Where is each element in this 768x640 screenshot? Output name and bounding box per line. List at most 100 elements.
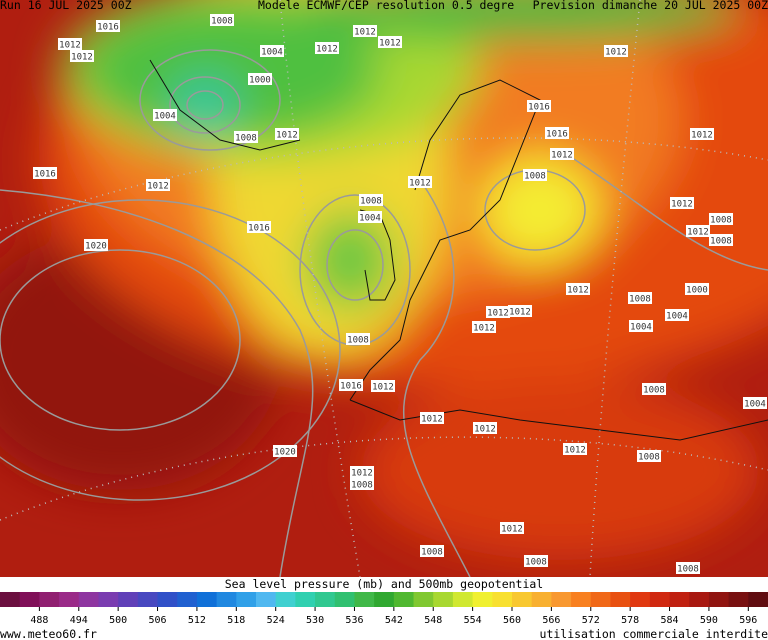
isobar-label: 1012 [604, 45, 628, 58]
isobar-label-box [153, 109, 177, 121]
isobar-label-box [743, 397, 767, 409]
isobar-label-text: 1012 [147, 182, 169, 192]
isobar-label-box [486, 306, 510, 318]
isobar-label-box [58, 38, 82, 50]
isobar-label-text: 1012 [351, 469, 373, 479]
isobar-label-box [315, 42, 339, 54]
legend-tick-label: 536 [345, 615, 363, 626]
legend-color-cell [354, 592, 375, 607]
isobar-label: 1012 [315, 42, 339, 55]
isobar-label-text: 1020 [274, 448, 296, 458]
isobar-label: 1016 [339, 379, 363, 392]
legend-color-cell [669, 592, 690, 607]
isobar-label-box [473, 422, 497, 434]
isobar-label: 1012 [670, 197, 694, 210]
site-label: www.meteo60.fr [0, 627, 97, 640]
isobar-label-box [260, 45, 284, 57]
isobar-label-box [346, 333, 370, 345]
isobar-label-text: 1008 [360, 197, 382, 207]
isobar-label: 1020 [273, 445, 297, 458]
isobar-label-text: 1012 [691, 131, 713, 141]
isobar-label-box [408, 176, 432, 188]
legend-color-cell [689, 592, 710, 607]
isobar-label-box [709, 213, 733, 225]
isobar-label-text: 1004 [154, 112, 176, 122]
isobar-label: 1004 [665, 309, 689, 322]
isobar-label-box [350, 466, 374, 478]
legend-color-cell [157, 592, 178, 607]
isobar-label-text: 1012 [501, 525, 523, 535]
isobar-label-box [273, 445, 297, 457]
legend-title: Sea level pressure (mb) and 500mb geopot… [225, 577, 544, 591]
isobar-label-box [248, 73, 272, 85]
isobar-label: 1008 [523, 169, 547, 182]
isobar-label-text: 1016 [248, 224, 270, 234]
forecast-label: Prevision dimanche 20 JUL 2025 00Z [533, 0, 768, 12]
isobar-label-text: 1012 [71, 53, 93, 63]
isobar-label: 1012 [690, 128, 714, 141]
map-background [0, 0, 768, 577]
isobar-label-text: 1012 [316, 45, 338, 55]
isobar-label: 1012 [350, 466, 374, 479]
legend-tick-label: 542 [385, 615, 403, 626]
legend-color-cell [630, 592, 651, 607]
legend-color-cell [393, 592, 415, 607]
isobar-label-box [210, 14, 234, 26]
isobar-label: 1008 [709, 213, 733, 226]
legend-tick-label: 506 [149, 615, 167, 626]
isobar-label-text: 1000 [686, 286, 708, 296]
isobar-label: 1012 [420, 412, 444, 425]
isobar-label-text: 1012 [276, 131, 298, 141]
legend-color-cell [177, 592, 198, 607]
isobar-label-text: 1012 [671, 200, 693, 210]
legend-color-cell [59, 592, 80, 607]
legend-tick-label: 494 [70, 615, 88, 626]
isobar-label: 1012 [70, 50, 94, 63]
isobar-label-text: 1008 [524, 172, 546, 182]
legend-color-cell [98, 592, 119, 607]
isobar-label-box [709, 234, 733, 246]
isobar-label-box [642, 383, 666, 395]
isobar-label-box [420, 545, 444, 557]
isobar-label-box [508, 305, 532, 317]
isobar-label-text: 1008 [347, 336, 369, 346]
isobar-label-box [353, 25, 377, 37]
isobar-label-text: 1008 [677, 565, 699, 575]
isobar-label-text: 1008 [525, 558, 547, 568]
legend-color-cell [236, 592, 257, 607]
isobar-label: 1012 [408, 176, 432, 189]
isobar-label-box [670, 197, 694, 209]
legend-tick-label: 578 [621, 615, 639, 626]
isobar-label: 1012 [353, 25, 377, 38]
isobar-label-text: 1004 [744, 400, 766, 410]
isobar-label: 1012 [563, 443, 587, 456]
legend-color-cell [748, 592, 768, 607]
isobar-label: 1008 [676, 562, 700, 575]
isobar-label-text: 1008 [643, 386, 665, 396]
isobar-label-box [234, 131, 258, 143]
legend-color-cell [275, 592, 296, 607]
legend-color-cell [413, 592, 434, 607]
isobar-label: 1016 [96, 20, 120, 33]
legend-color-cell [708, 592, 730, 607]
isobar-label: 1012 [508, 305, 532, 318]
isobar-label-text: 1004 [359, 214, 381, 224]
isobar-label: 1008 [234, 131, 258, 144]
legend-color-cell [374, 592, 395, 607]
isobar-label-text: 1008 [421, 548, 443, 558]
isobar-label: 1008 [709, 234, 733, 247]
isobar-label: 1012 [371, 380, 395, 393]
isobar-label-box [96, 20, 120, 32]
legend-tick-label: 560 [503, 615, 521, 626]
legend-color-cell [728, 592, 749, 607]
isobar-label: 1008 [359, 194, 383, 207]
isobar-label-text: 1012 [473, 324, 495, 334]
isobar-label-box [665, 309, 689, 321]
legend-tick-label: 488 [30, 615, 48, 626]
isobar-label-text: 1012 [474, 425, 496, 435]
isobar-label: 1004 [743, 397, 767, 410]
isobar-label-box [472, 321, 496, 333]
isobar-label-text: 1012 [687, 228, 709, 238]
